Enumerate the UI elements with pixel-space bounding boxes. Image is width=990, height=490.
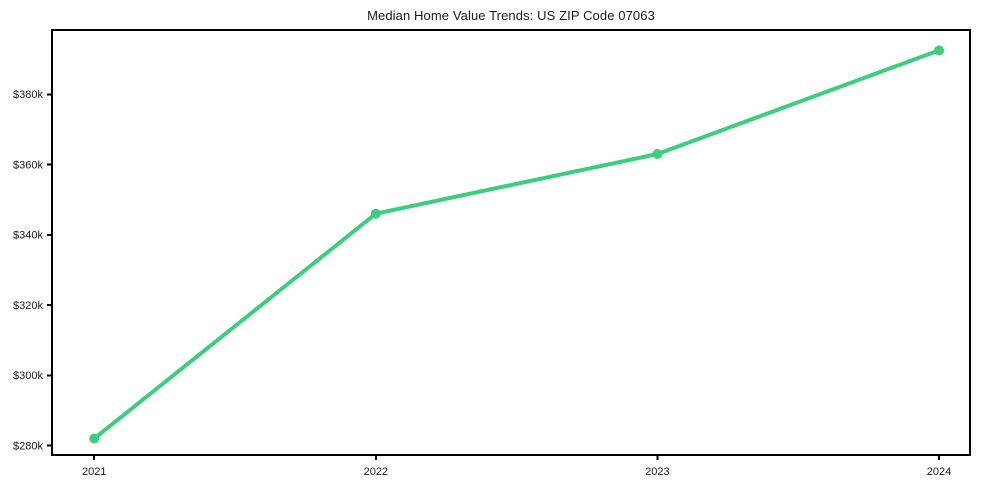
x-tick-label: 2022 (364, 466, 388, 478)
data-point (89, 433, 100, 444)
chart-title: Median Home Value Trends: US ZIP Code 07… (367, 8, 655, 23)
y-tick-label: $340k (13, 230, 43, 242)
data-point (934, 45, 945, 56)
plot-border (51, 29, 971, 456)
y-tick-label: $300k (13, 370, 43, 382)
y-tick-label: $280k (13, 440, 43, 452)
data-point (370, 208, 381, 219)
x-tick-label: 2021 (82, 466, 106, 478)
trend-line (92, 48, 942, 441)
y-tick-label: $380k (13, 89, 43, 101)
y-tick-label: $320k (13, 300, 43, 312)
x-tick-label: 2024 (927, 466, 951, 478)
data-point (652, 148, 663, 159)
x-tick-label: 2023 (645, 466, 669, 478)
y-tick-label: $360k (13, 159, 43, 171)
